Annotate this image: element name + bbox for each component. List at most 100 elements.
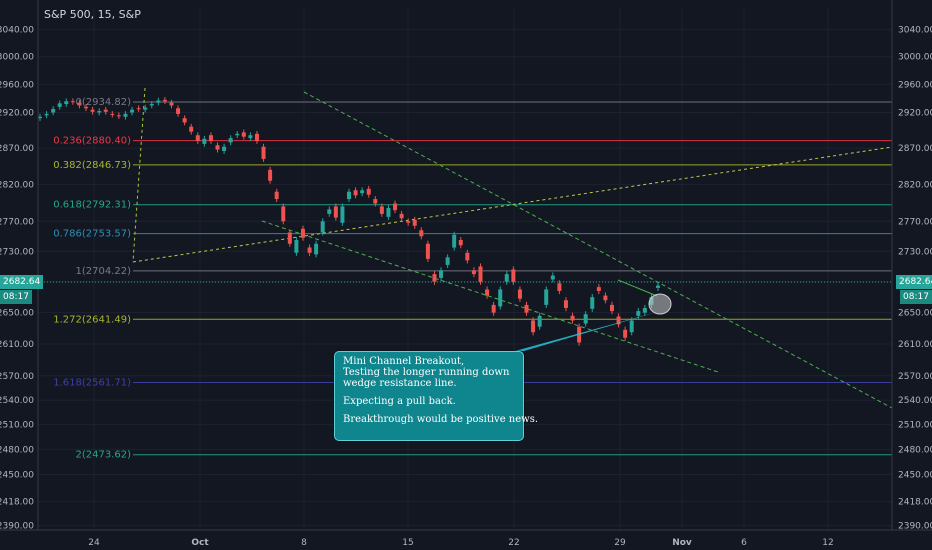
- x-tick-label: 8: [301, 538, 307, 548]
- candle-body: [623, 329, 628, 338]
- candle-body: [314, 243, 319, 255]
- x-tick-label: 6: [741, 538, 747, 548]
- chart-title: S&P 500, 15, S&P: [44, 8, 141, 21]
- fib-level-label: 2(2473.62): [75, 450, 131, 461]
- y-tick-label: 2730.00: [0, 247, 34, 257]
- candle-body: [235, 133, 240, 136]
- y-tick-label: 2820.00: [898, 180, 932, 190]
- candle-body: [353, 190, 358, 196]
- candle-body: [274, 191, 279, 200]
- candle-body: [169, 102, 174, 106]
- candle-body: [531, 320, 536, 333]
- y-tick-label: 3040.00: [898, 25, 932, 35]
- callout-line: Testing the longer running down: [343, 367, 510, 378]
- countdown-tag-left: 08:17: [0, 290, 32, 304]
- candle-body: [156, 100, 161, 103]
- y-tick-label: 3000.00: [898, 53, 932, 63]
- mini-channel-upper: [617, 279, 658, 297]
- candle-body: [51, 108, 56, 113]
- y-tick-label: 2540.00: [0, 396, 34, 406]
- fib-level-label: 1(2704.22): [75, 266, 131, 277]
- candle-body: [366, 188, 371, 195]
- candle-body: [281, 206, 286, 222]
- candle-body: [504, 274, 509, 282]
- candle-body: [189, 126, 194, 132]
- candle-body: [215, 145, 220, 150]
- candle-body: [399, 213, 404, 219]
- fib-level-label: 0.382(2846.73): [53, 160, 131, 171]
- y-tick-label: 2610.00: [898, 340, 932, 350]
- candle-body: [445, 257, 450, 265]
- y-axis-right: 3040.00 3000.00 2960.00 2920.00 2870.00 2820.…: [898, 25, 932, 531]
- y-tick-label: 2920.00: [0, 109, 34, 119]
- candle-body: [616, 316, 621, 325]
- price-tag-left: 2682.64: [0, 275, 44, 289]
- callout-line: Mini Channel Breakout,: [343, 356, 465, 367]
- candle-body: [77, 102, 82, 106]
- candle-body: [478, 266, 483, 282]
- candle-body: [491, 304, 496, 313]
- candle-body: [419, 230, 424, 237]
- x-tick-label: 24: [88, 538, 100, 548]
- callout-pointer: [515, 312, 657, 351]
- breakout-highlight: [648, 293, 672, 315]
- candle-body: [97, 111, 102, 113]
- candle-body: [162, 99, 167, 102]
- candle-body: [130, 109, 135, 113]
- y-tick-label: 2418.00: [898, 498, 932, 508]
- candle-body: [333, 206, 338, 218]
- candle-body: [294, 239, 299, 253]
- candle-body: [123, 113, 128, 117]
- candle-body: [524, 304, 529, 313]
- x-axis: 24 Oct 8 15 22 29 Nov 6 12: [88, 538, 833, 548]
- y-tick-label: 2920.00: [898, 109, 932, 119]
- wedge-support-line: [261, 220, 719, 373]
- candle-body: [596, 287, 601, 291]
- y-tick-label: 2510.00: [0, 421, 34, 431]
- candle-body: [307, 247, 312, 253]
- candle-body: [103, 109, 108, 112]
- candle-body: [656, 285, 660, 288]
- candle-body: [583, 314, 588, 324]
- candle-body: [136, 108, 141, 110]
- annotation-callout: Mini Channel Breakout, Testing the longe…: [334, 351, 538, 441]
- candle-body: [452, 234, 457, 248]
- fib-level-label: 0(2934.82): [75, 97, 131, 108]
- fib-level-label: 0.236(2880.40): [53, 136, 131, 147]
- y-tick-label: 2960.00: [898, 80, 932, 90]
- y-tick-label: 2870.00: [0, 144, 34, 154]
- grid: [38, 8, 892, 530]
- y-tick-label: 2650.00: [898, 309, 932, 319]
- candle-body: [38, 116, 42, 119]
- candle-body: [261, 146, 266, 159]
- price-tag-right: 2682.64: [896, 275, 932, 289]
- y-tick-label: 2820.00: [0, 180, 34, 190]
- candle-body: [386, 207, 391, 217]
- candle-body: [228, 138, 233, 143]
- candle-body: [557, 283, 562, 291]
- countdown-tag-right: 08:17: [900, 290, 932, 304]
- candle-body: [248, 135, 253, 139]
- candle-body: [425, 243, 430, 259]
- candle-body: [629, 320, 634, 333]
- candle-body: [340, 206, 345, 223]
- candle-body: [393, 203, 398, 211]
- candle-body: [485, 289, 490, 296]
- candle-body: [511, 269, 516, 282]
- trendlines: [132, 87, 893, 409]
- candle-body: [636, 311, 641, 316]
- y-tick-label: 2450.00: [898, 471, 932, 481]
- candle-body: [642, 307, 647, 313]
- x-tick-label: Nov: [672, 538, 692, 548]
- x-tick-label: 22: [508, 538, 519, 548]
- candle-body: [439, 270, 444, 278]
- y-tick-label: 2480.00: [898, 445, 932, 455]
- candle-body: [84, 106, 89, 109]
- fib-level-label: 0.786(2753.57): [53, 229, 131, 240]
- candle-body: [544, 289, 549, 305]
- candle-body: [465, 252, 470, 261]
- y-tick-label: 2418.00: [0, 498, 34, 508]
- candle-body: [287, 232, 292, 244]
- candle-body: [116, 115, 121, 117]
